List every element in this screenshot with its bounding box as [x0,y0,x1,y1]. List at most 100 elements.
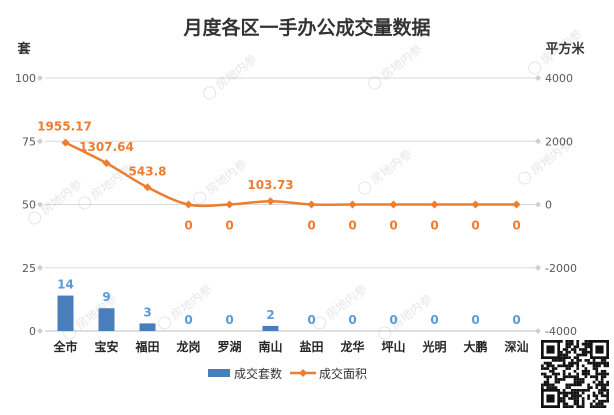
qr-module [543,367,547,370]
qr-module [603,399,607,403]
qr-module [603,361,607,365]
line-data-label: 0 [430,219,438,233]
qr-module [541,372,544,376]
qr-module [576,359,580,362]
qr-module [560,353,563,357]
qr-module [600,391,604,395]
legend-swatch-bars [208,369,230,377]
x-tick-label: 宝安 [94,339,118,354]
qr-module [560,397,563,400]
qr-module [562,369,566,373]
right-axis: -4000 -2000 0 2000 4000 [535,72,577,338]
right-tick-marker [535,138,541,145]
x-axis: 全市 宝安 福田 龙岗 罗湖 南山 盐田 龙华 坪山 光明 大鹏 深汕 [52,339,528,354]
qr-module [579,348,582,351]
qr-module [606,364,609,368]
qr-module [568,350,571,354]
qr-module [606,383,609,387]
line-series: 1955.17 1307.64 543.8 0 0 103.73 0 0 0 0 0 0 [37,120,521,233]
right-tick-marker [535,201,541,208]
watermark-icon [518,171,532,185]
qr-module [587,383,590,387]
line-data-label: 0 [225,219,233,233]
watermark: 房地内参 [193,156,250,205]
qr-finder-core [546,394,555,403]
qr-module [606,380,609,384]
qr-module [554,367,558,370]
x-tick-label: 龙岗 [176,339,200,354]
qr-module [568,391,571,395]
qr-module [565,383,569,387]
qr-module [551,386,555,389]
qr-module [581,350,585,354]
right-tick-label: -2000 [545,262,577,275]
qr-module [562,348,566,351]
qr-module [546,380,550,384]
qr-module [600,386,604,389]
qr-module [562,394,566,398]
qr-module [541,367,544,370]
right-tick-label: -4000 [545,325,577,338]
qr-module [546,375,550,379]
bar-data-label: 0 [225,313,233,327]
watermark-icon [528,61,542,75]
qr-module [581,380,585,384]
qr-module [600,402,604,406]
left-tick-label: 25 [22,262,36,275]
qr-module [560,350,563,354]
qr-module [568,397,571,400]
qr-module [546,383,550,387]
qr-module [595,397,599,400]
qr-module [570,391,574,395]
qr-module [579,378,582,381]
line-point [471,200,480,209]
qr-module [595,361,599,365]
qr-module [573,388,577,392]
qr-module [579,383,582,387]
qr-module [560,399,563,403]
qr-module [579,394,582,398]
qr-module [570,405,574,408]
qr-module [595,364,599,368]
qr-module [570,340,574,343]
qr-module [584,353,588,357]
qr-module [579,380,582,384]
qr-module [598,380,601,384]
watermark-text: 房地内参 [323,281,370,322]
qr-module [565,356,569,360]
qr-code-image [541,340,609,408]
qr-module [549,361,552,365]
qr-module [573,375,577,379]
qr-module [565,375,569,379]
qr-module [598,361,601,365]
qr-module [581,388,585,392]
qr-module [600,361,604,365]
left-tick-marker [37,75,43,81]
qr-module [570,348,574,351]
qr-module [587,359,590,362]
qr-module [565,345,569,349]
line-data-label: 543.8 [129,164,167,178]
qr-module [603,375,607,379]
qr-module [587,350,590,354]
qr-module [581,364,585,368]
qr-module [562,359,566,362]
qr-module [560,359,563,362]
watermark-text: 房地内参 [38,176,85,217]
qr-module [573,383,577,387]
qr-module [589,375,593,379]
qr-module [576,388,580,392]
qr-module [600,372,604,376]
bar [262,325,279,331]
qr-module [606,388,609,392]
qr-module [595,372,599,376]
qr-module [595,367,599,370]
qr-module [570,383,574,387]
qr-module [576,364,580,368]
qr-module [554,386,558,389]
watermark-text: 房地内参 [378,41,425,82]
bar-data-label: 0 [512,313,520,327]
qr-module [576,378,580,381]
qr-module [554,375,558,379]
